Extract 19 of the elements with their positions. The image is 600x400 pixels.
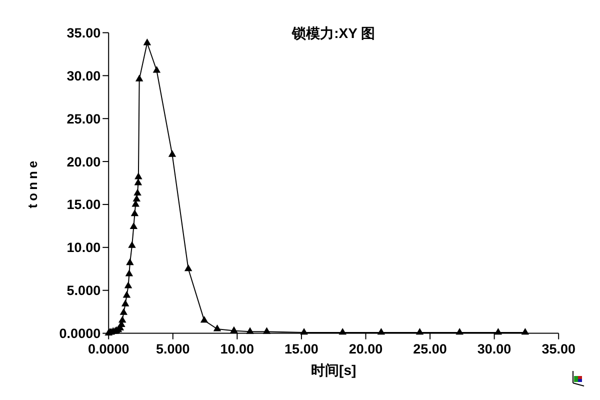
y-tick-label: 25.00 bbox=[66, 111, 101, 126]
y-axis-title: tonne bbox=[25, 158, 40, 208]
x-tick-label: 25.00 bbox=[413, 341, 447, 356]
x-tick-label: 20.00 bbox=[348, 341, 383, 356]
x-tick-label: 0.0000 bbox=[88, 341, 130, 356]
x-tick-label: 5.000 bbox=[156, 341, 190, 356]
x-tick-label: 10.00 bbox=[220, 341, 254, 356]
x-axis-title: 时间[s] bbox=[311, 362, 356, 378]
y-tick-label: 5.000 bbox=[66, 283, 101, 298]
y-tick-label: 35.00 bbox=[66, 25, 101, 40]
x-tick-label: 30.00 bbox=[477, 341, 512, 356]
y-tick-label: 0.0000 bbox=[59, 326, 101, 342]
x-tick-label: 35.00 bbox=[542, 341, 576, 356]
chart-title: 锁模力:XY 图 bbox=[291, 25, 376, 41]
y-tick-label: 30.00 bbox=[66, 68, 101, 84]
y-tick-label: 20.00 bbox=[66, 154, 101, 170]
y-tick-label: 15.00 bbox=[66, 197, 101, 212]
x-tick-label: 15.00 bbox=[284, 341, 318, 356]
y-tick-label: 10.00 bbox=[66, 240, 101, 256]
